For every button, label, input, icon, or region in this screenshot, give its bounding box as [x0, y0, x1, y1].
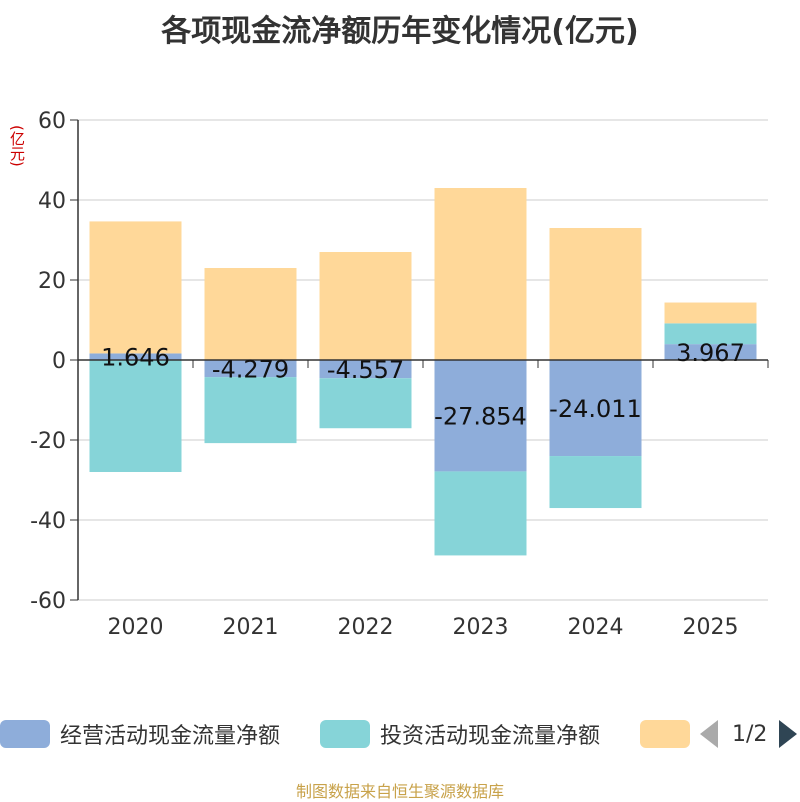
x-tick-label-2022: 2022: [338, 615, 394, 640]
y-tick-label-0: 60: [38, 109, 66, 134]
bar-2020-series-2: [89, 221, 182, 354]
data-label-2020: 1.646: [101, 344, 170, 372]
bar-2024-series-2: [549, 228, 642, 360]
x-tick-label-2021: 2021: [223, 615, 279, 640]
x-tick-label-2020: 2020: [108, 615, 164, 640]
data-label-2024: -24.011: [549, 395, 642, 423]
legend: 经营活动现金流量净额 投资活动现金流量净额: [0, 716, 800, 756]
legend-next-page-icon[interactable]: [779, 720, 798, 748]
data-source-note: 制图数据来自恒生聚源数据库: [295, 782, 504, 801]
bar-2023-series-1: [434, 471, 527, 556]
legend-label-operating: 经营活动现金流量净额: [60, 724, 281, 749]
legend-item-operating[interactable]: 经营活动现金流量净额: [0, 716, 280, 752]
bar-2020-series-0: [89, 353, 182, 360]
y-tick-label-6: -60: [30, 589, 66, 614]
bar-2022-series-1: [319, 378, 412, 429]
bar-2022-series-0: [319, 360, 412, 379]
bar-2021-series-2: [204, 268, 297, 360]
bar-chart: 60 40 20 0 -20 -40 -60 2020 2021 2022 2023 2024 2025…: [30, 109, 769, 640]
bar-2022-series-2: [319, 252, 412, 360]
y-axis-unit-label: (亿元): [8, 125, 26, 167]
legend-item-financing[interactable]: [640, 716, 700, 752]
y-tick-label-1: 40: [38, 189, 66, 214]
bar-2023-series-2: [434, 188, 527, 360]
data-label-2025: 3.967: [676, 339, 745, 367]
y-tick-label-3: 0: [52, 349, 66, 374]
x-tick-label-2024: 2024: [568, 615, 624, 640]
data-label-2022: -4.557: [327, 356, 404, 384]
y-tick-label-5: -40: [30, 509, 66, 534]
legend-item-investing[interactable]: 投资活动现金流量净额: [320, 716, 600, 752]
bar-2024-series-0: [549, 360, 642, 457]
y-tick-label-4: -20: [30, 429, 66, 454]
x-tick-label-2025: 2025: [683, 615, 739, 640]
legend-page-indicator: 1/2: [732, 721, 768, 747]
data-label-2023: -27.854: [434, 403, 527, 431]
bar-2021-series-0: [204, 360, 297, 378]
legend-pager: 1/2: [700, 716, 798, 752]
chart-title: 各项现金流净额历年变化情况(亿元): [161, 14, 639, 49]
bar-2021-series-1: [204, 377, 297, 444]
bar-2023-series-0: [434, 360, 527, 472]
x-tick-label-2023: 2023: [453, 615, 509, 640]
bar-2020-series-1: [89, 360, 182, 472]
bar-2025-series-0: [664, 344, 757, 360]
bar-2024-series-1: [549, 456, 642, 509]
legend-prev-page-icon[interactable]: [700, 720, 718, 748]
legend-swatch-operating: [0, 720, 50, 748]
bar-2025-series-2: [664, 302, 757, 324]
legend-swatch-financing: [640, 720, 690, 748]
data-label-2021: -4.279: [212, 356, 289, 384]
legend-swatch-investing: [320, 720, 370, 748]
bar-2025-series-1: [664, 323, 757, 345]
legend-label-investing: 投资活动现金流量净额: [380, 724, 601, 749]
y-tick-label-2: 20: [38, 269, 66, 294]
